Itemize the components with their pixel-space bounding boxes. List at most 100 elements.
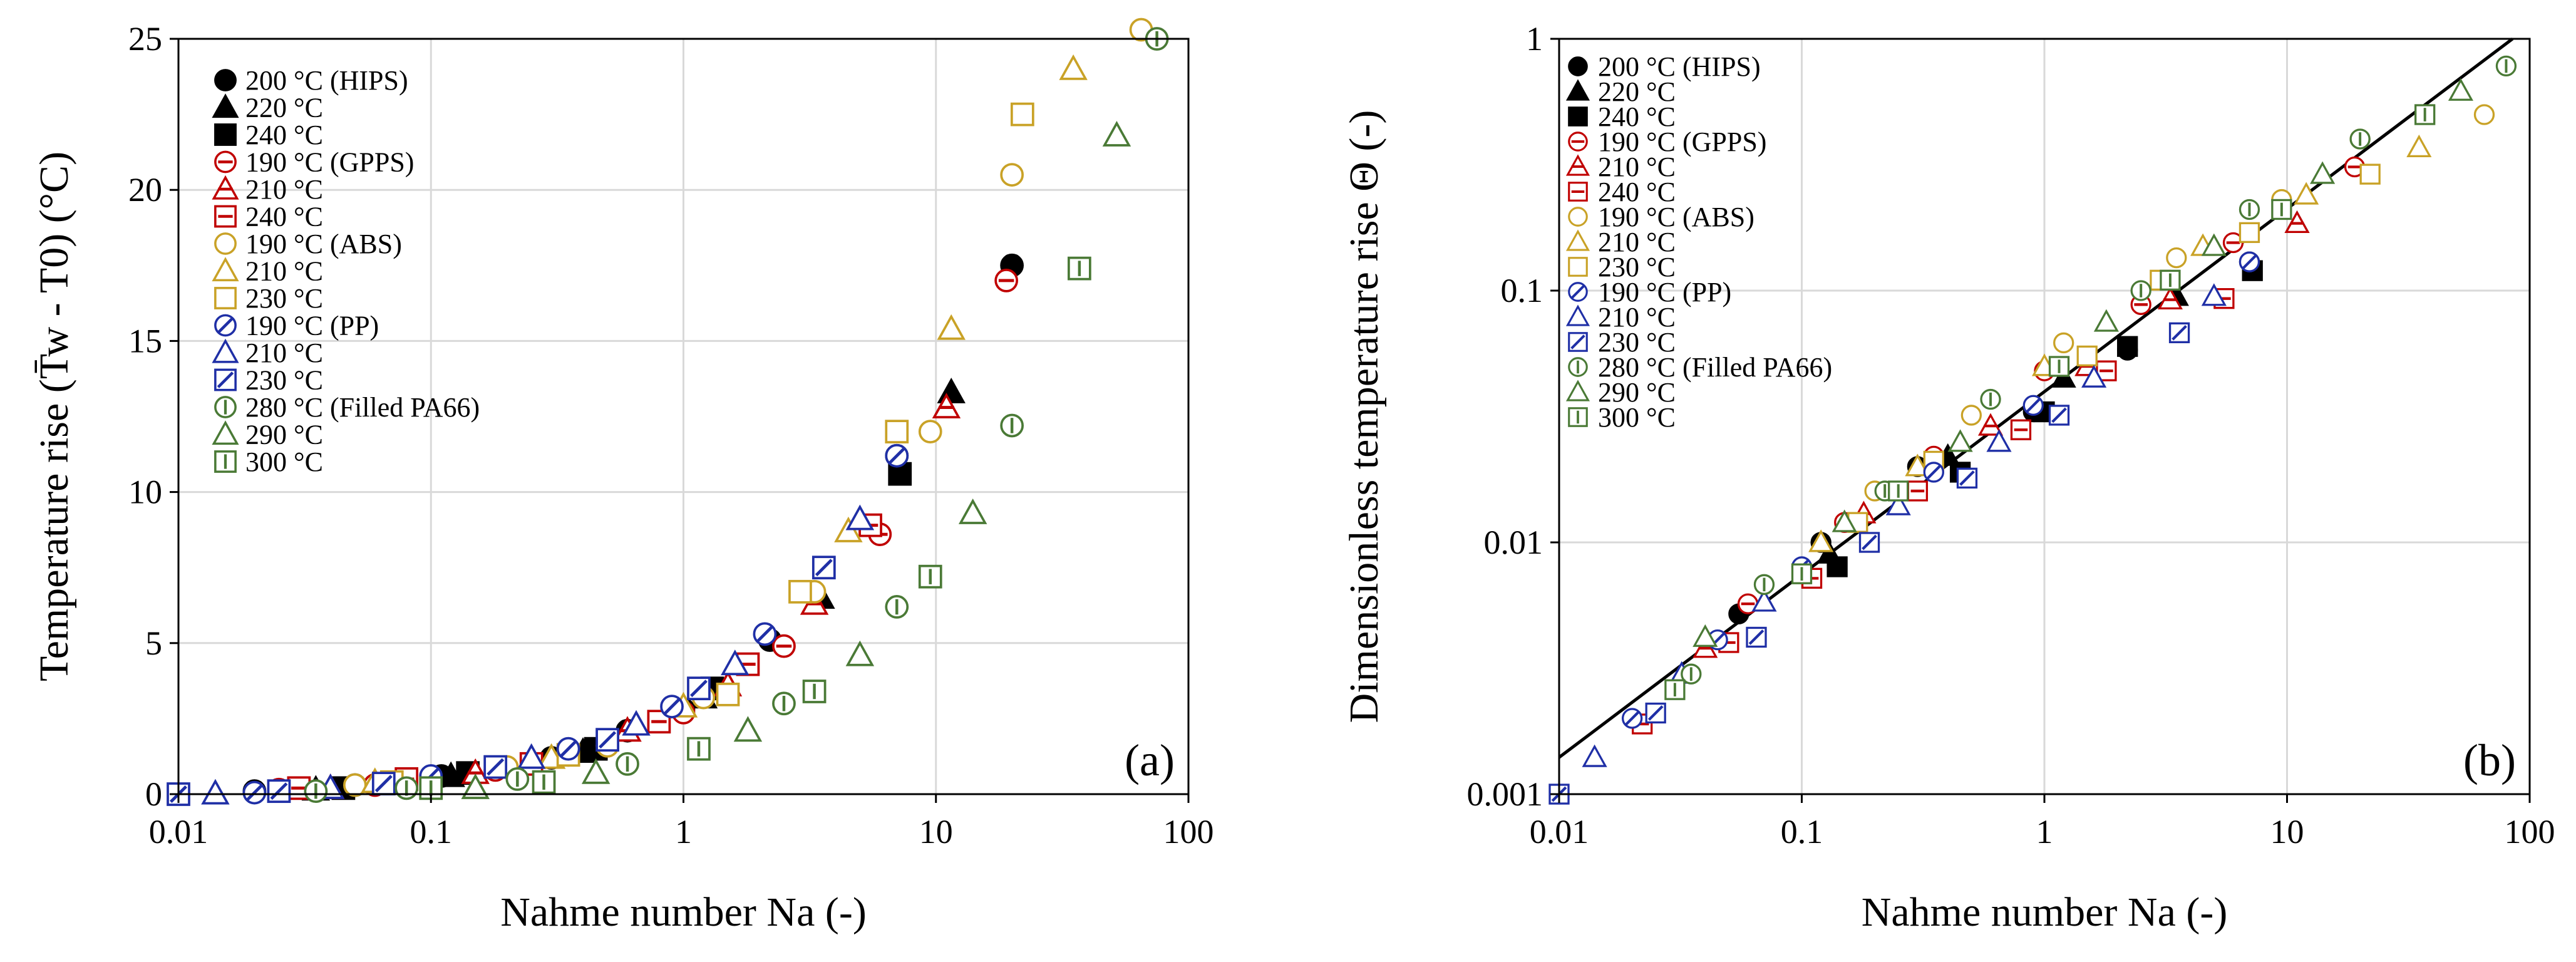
data-point [371,772,396,795]
data-point [1681,663,1702,685]
legend-marker [214,150,237,173]
data-point [687,737,711,761]
data-point [958,498,987,524]
legend-marker [214,396,237,418]
data-point [994,269,1019,292]
data-point [2053,332,2074,354]
data-point [2310,161,2336,184]
chart-b-panel-label: (b) [2463,735,2516,785]
legend-marker [1568,257,1588,277]
data-point [2495,55,2517,77]
legend-marker [1565,229,1590,251]
data-point [885,443,909,468]
data-point [2239,222,2260,244]
data-point [1582,744,1607,767]
data-point [937,378,966,403]
data-point [581,758,611,784]
legend-entry: 290 °C [1598,377,1676,408]
legend-marker [212,257,239,282]
data-point [1905,453,1930,477]
legend-marker [212,420,239,445]
data-point [419,776,443,800]
data-point [1664,679,1686,700]
data-point [304,779,328,804]
y-tick-label: 20 [128,171,162,209]
chart-a-markers [167,18,1169,806]
data-point [2048,405,2070,426]
data-point [2239,199,2260,220]
data-point [1751,589,1777,612]
legend-entry: 230 °C [245,283,323,314]
data-point [2076,345,2098,367]
data-point [532,770,556,794]
data-point [1980,388,2001,410]
data-point [2051,365,2076,388]
data-point [461,773,490,799]
legend-entry: 300 °C [245,447,323,477]
data-point [845,640,875,666]
legend-marker [214,287,237,309]
data-point [753,622,777,646]
x-tick-label: 10 [2270,813,2304,851]
data-point [2473,104,2495,125]
legend-marker [212,93,239,118]
x-tick-label: 0.01 [1530,813,1589,851]
data-point [2349,128,2371,150]
chart-a-tick-labels: 0.01 0.1 1 10 100 0 5 10 15 20 25 [128,20,1214,851]
data-point [2168,322,2190,343]
data-point [2010,419,2032,440]
legend-marker [214,368,237,391]
data-point [1753,574,1775,595]
legend-entry: 290 °C [245,420,323,450]
data-point [267,779,291,804]
chart-b-markers [1548,55,2517,805]
data-point [616,752,639,776]
y-tick-label: 10 [128,473,162,511]
data-point [918,564,942,589]
legend-marker [1568,182,1588,202]
data-point [772,691,796,716]
chart-b-y-axis-label: Dimensionless temperature rise Θ (-) [1341,110,1387,723]
legend-entry: 210 °C [245,256,323,287]
data-point [1746,626,1767,648]
data-point [2160,269,2181,291]
data-point [1068,256,1091,281]
data-point [2271,199,2292,220]
chart-a-panel-label: (a) [1125,735,1175,785]
legend-entry: 210 °C [1598,302,1676,333]
legend-entry: 190 °C (GPPS) [245,147,414,178]
data-point [2406,134,2432,158]
data-point [1858,532,1880,553]
data-point [721,649,750,676]
y-tick-label: 0.001 [1467,775,1543,813]
data-point [1826,556,1848,577]
legend-entry: 190 °C (ABS) [245,229,402,259]
x-tick-label: 100 [1163,813,1214,851]
data-point [1621,708,1643,729]
data-point [1010,102,1034,127]
data-point [622,710,651,736]
data-point [1000,413,1024,438]
legend-marker [1568,56,1588,76]
x-tick-label: 1 [675,813,692,851]
data-point [2414,104,2436,125]
data-point [788,579,812,604]
data-point [505,767,530,791]
data-point [1102,120,1131,147]
legend-entry: 210 °C [1598,227,1676,257]
legend-entry: 240 °C [245,202,323,232]
legend-entry: 190 °C (PP) [1598,277,1731,308]
y-tick-label: 1 [1526,20,1543,58]
data-point [2117,336,2138,357]
data-point [2022,395,2044,416]
data-point [1888,480,1909,502]
data-point [394,776,419,800]
y-tick-label: 0.1 [1501,272,1543,309]
y-tick-label: 25 [128,20,162,58]
legend-marker [1565,79,1590,101]
chart-b-x-axis-label: Nahme number Na (-) [1862,889,2228,935]
x-tick-label: 0.01 [149,813,209,851]
legend-entry: 220 °C [1598,76,1676,107]
